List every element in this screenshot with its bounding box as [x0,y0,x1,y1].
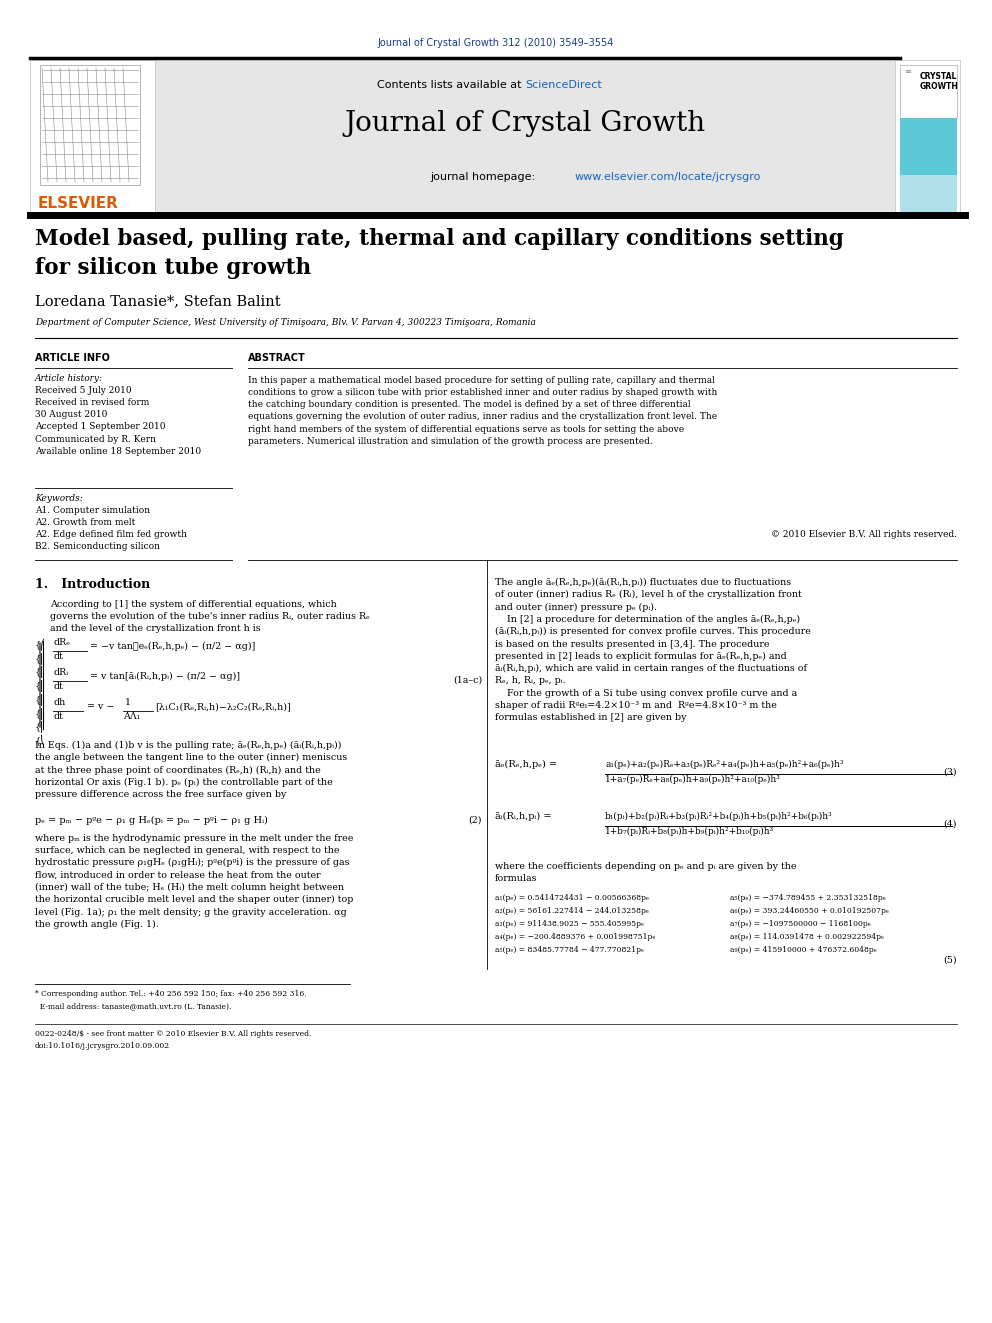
Text: Article history:: Article history: [35,374,103,382]
Text: āₑ(Rₑ,h,pₑ) =: āₑ(Rₑ,h,pₑ) = [495,759,558,769]
Text: ELSEVIER: ELSEVIER [38,196,119,210]
Text: Contents lists available at: Contents lists available at [377,79,525,90]
Text: dRₑ: dRₑ [53,638,69,647]
Text: a₃(pₑ) = 911438.9025 − 555.405995pₑ: a₃(pₑ) = 911438.9025 − 555.405995pₑ [495,919,644,927]
Text: 1+a₇(pₑ)Rₑ+a₈(pₑ)h+a₉(pₑ)h²+a₁₀(pₑ)h³: 1+a₇(pₑ)Rₑ+a₈(pₑ)h+a₉(pₑ)h²+a₁₀(pₑ)h³ [605,775,781,785]
Bar [900,118,957,175]
Text: ≡: ≡ [904,67,911,75]
Text: a₇(pₑ) = −1097500000 − 1168100pₑ: a₇(pₑ) = −1097500000 − 1168100pₑ [730,919,871,927]
Text: a₅(pₑ) = −374.789455 + 2.353132518pₑ: a₅(pₑ) = −374.789455 + 2.353132518pₑ [730,894,886,902]
Text: The angle āₑ(Rₑ,h,pₑ)(āᵢ(Rᵢ,h,pᵢ)) fluctuates due to fluctuations
of outer (inne: The angle āₑ(Rₑ,h,pₑ)(āᵢ(Rᵢ,h,pᵢ)) fluct… [495,578,810,722]
Text: a₈(pₑ) = 114.0391478 + 0.002922594pₑ: a₈(pₑ) = 114.0391478 + 0.002922594pₑ [730,933,884,941]
Text: a₅(pₑ) = 83485.77784 − 477.770821pₑ: a₅(pₑ) = 83485.77784 − 477.770821pₑ [495,946,644,954]
Text: Journal of Crystal Growth: Journal of Crystal Growth [344,110,705,138]
Text: ARTICLE INFO: ARTICLE INFO [35,353,110,363]
Text: Keywords:: Keywords: [35,493,82,503]
Text: E-mail address: tanasie@math.uvt.ro (L. Tanasie).: E-mail address: tanasie@math.uvt.ro (L. … [35,1002,231,1009]
Text: © 2010 Elsevier B.V. All rights reserved.: © 2010 Elsevier B.V. All rights reserved… [771,531,957,538]
Text: a₁(pₑ) = 0.5414724431 − 0.00566368pₑ: a₁(pₑ) = 0.5414724431 − 0.00566368pₑ [495,894,649,902]
Text: where the coefficients depending on pₑ and pᵢ are given by the
formulas: where the coefficients depending on pₑ a… [495,863,797,884]
Text: Model based, pulling rate, thermal and capillary conditions setting: Model based, pulling rate, thermal and c… [35,228,844,250]
Text: a₉(pₑ) = 415910000 + 476372.6048pₑ: a₉(pₑ) = 415910000 + 476372.6048pₑ [730,946,877,954]
Text: Loredana Tanasie*, Stefan Balint: Loredana Tanasie*, Stefan Balint [35,294,281,308]
Text: (5): (5) [943,957,957,964]
Text: (2): (2) [468,816,482,826]
Text: CRYSTAL
GROWTH: CRYSTAL GROWTH [920,71,959,91]
Text: (3): (3) [943,767,957,777]
Text: A1. Computer simulation
A2. Growth from melt
A2. Edge defined film fed growth
B2: A1. Computer simulation A2. Growth from … [35,505,187,552]
Text: In Eqs. (1)a and (1)b v is the pulling rate; āₑ(Rₑ,h,pₑ) (āᵢ(Rᵢ,h,pᵢ))
the angle: In Eqs. (1)a and (1)b v is the pulling r… [35,741,347,799]
Text: [λ₁C₁(Rₑ,Rᵢ,h)−λ₂C₂(Rₑ,Rᵢ,h)]: [λ₁C₁(Rₑ,Rᵢ,h)−λ₂C₂(Rₑ,Rᵢ,h)] [155,703,291,710]
Text: Received 5 July 2010
Received in revised form
30 August 2010
Accepted 1 Septembe: Received 5 July 2010 Received in revised… [35,386,201,455]
Text: www.elsevier.com/locate/jcrysgro: www.elsevier.com/locate/jcrysgro [575,172,762,183]
Text: b₁(pᵢ)+b₂(pᵢ)Rᵢ+b₃(pᵢ)Rᵢ²+b₄(pᵢ)h+b₅(pᵢ)h²+b₆(pᵢ)h³: b₁(pᵢ)+b₂(pᵢ)Rᵢ+b₃(pᵢ)Rᵢ²+b₄(pᵢ)h+b₅(pᵢ)… [605,812,832,822]
Text: a₂(pₑ) = 56161.227414 − 244.013258pₑ: a₂(pₑ) = 56161.227414 − 244.013258pₑ [495,908,649,916]
Text: = v tan[āᵢ(Rᵢ,h,pᵢ) − (π/2 − αg)]: = v tan[āᵢ(Rᵢ,h,pᵢ) − (π/2 − αg)] [90,672,240,681]
Text: 1.   Introduction: 1. Introduction [35,578,150,591]
Text: ABSTRACT: ABSTRACT [248,353,306,363]
Text: āᵢ(Rᵢ,h,pᵢ) =: āᵢ(Rᵢ,h,pᵢ) = [495,812,552,822]
Bar [30,60,155,216]
Text: dRᵢ: dRᵢ [53,668,68,677]
Text: a₆(pₑ) = 393.24460550 + 0.010192507pₑ: a₆(pₑ) = 393.24460550 + 0.010192507pₑ [730,908,889,916]
Text: where pₘ is the hydrodynamic pressure in the melt under the free
surface, which : where pₘ is the hydrodynamic pressure in… [35,833,353,929]
Text: = −v tan‿eₑ(Rₑ,h,pₑ) − (π/2 − αg)]: = −v tan‿eₑ(Rₑ,h,pₑ) − (π/2 − αg)] [90,642,255,651]
Bar [900,175,957,216]
Text: Department of Computer Science, West University of Timişoara, Blv. V. Parvan 4, : Department of Computer Science, West Uni… [35,318,536,327]
Bar [900,65,957,118]
Text: 1+b₇(pᵢ)Rᵢ+b₈(pᵢ)h+b₉(pᵢ)h²+b₁₀(pᵢ)h³: 1+b₇(pᵢ)Rᵢ+b₈(pᵢ)h+b₉(pᵢ)h²+b₁₀(pᵢ)h³ [605,827,774,836]
Text: According to [1] the system of differential equations, which
governs the evoluti: According to [1] the system of different… [50,601,370,634]
Text: * Corresponding author. Tel.: +40 256 592 150; fax: +40 256 592 316.: * Corresponding author. Tel.: +40 256 59… [35,990,307,998]
Text: {⎛
{⎜
{⎜
{⎜
{⎜
{⎜
{⎜
{⎝: {⎛ {⎜ {⎜ {⎜ {⎜ {⎜ {⎜ {⎝ [35,638,46,746]
Text: In this paper a mathematical model based procedure for setting of pulling rate, : In this paper a mathematical model based… [248,376,717,446]
Bar [40,65,140,185]
Text: doi:10.1016/j.jcrysgro.2010.09.002: doi:10.1016/j.jcrysgro.2010.09.002 [35,1043,170,1050]
Text: for silicon tube growth: for silicon tube growth [35,257,311,279]
Bar [895,60,960,216]
Text: 1: 1 [125,699,131,706]
Text: = v −: = v − [87,703,114,710]
Text: AΛ₁: AΛ₁ [123,712,141,721]
Text: a₁(pₑ)+a₂(pₑ)Rₑ+a₃(pₑ)Rₑ²+a₄(pₑ)h+a₅(pₑ)h²+a₆(pₑ)h³: a₁(pₑ)+a₂(pₑ)Rₑ+a₃(pₑ)Rₑ²+a₄(pₑ)h+a₅(pₑ)… [605,759,843,769]
Text: 0022-0248/$ - see front matter © 2010 Elsevier B.V. All rights reserved.: 0022-0248/$ - see front matter © 2010 El… [35,1031,311,1039]
Text: (4): (4) [943,820,957,830]
Text: journal homepage:: journal homepage: [430,172,539,183]
Text: a₄(pₑ) = −200.4889376 + 0.001998751pₑ: a₄(pₑ) = −200.4889376 + 0.001998751pₑ [495,933,656,941]
Text: Journal of Crystal Growth 312 (2010) 3549–3554: Journal of Crystal Growth 312 (2010) 354… [378,38,614,48]
Text: ScienceDirect: ScienceDirect [525,79,602,90]
Text: dt: dt [53,712,62,721]
Bar [155,60,895,216]
Text: dh: dh [53,699,65,706]
Text: pₑ = pₘ − pᵍe − ρ₁ g Hₑ(pᵢ = pₘ − pᵍi − ρ₁ g Hᵢ): pₑ = pₘ − pᵍe − ρ₁ g Hₑ(pᵢ = pₘ − pᵍi − … [35,816,268,826]
Text: dt: dt [53,652,62,662]
Text: (1a–c): (1a–c) [452,676,482,685]
Text: dt: dt [53,681,62,691]
